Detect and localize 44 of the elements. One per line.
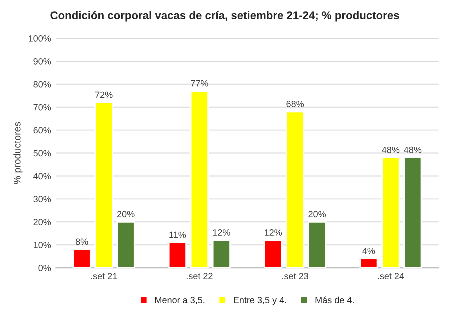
y-tick-label: 0% [38, 265, 52, 272]
y-tick-label: 50% [34, 150, 52, 157]
bar [360, 258, 378, 268]
bar [168, 242, 187, 268]
bar [94, 102, 114, 268]
bar [404, 157, 422, 268]
data-label: 12% [264, 230, 282, 236]
y-tick-label: 30% [34, 196, 52, 203]
y-tick-label: 90% [34, 58, 52, 65]
data-label: 11% [170, 232, 186, 238]
y-tick-label: 40% [34, 173, 52, 180]
data-label: 4% [362, 248, 376, 254]
bar [116, 221, 136, 268]
y-tick-label: 60% [34, 127, 52, 134]
data-label: 12% [213, 230, 230, 236]
bar [382, 157, 400, 268]
y-tick-label: 100% [28, 35, 52, 42]
bar [190, 90, 209, 268]
data-label: 68% [286, 101, 304, 108]
bar [286, 111, 305, 268]
x-tick-label: .set 24 [378, 273, 404, 280]
bar [212, 240, 231, 268]
bar [264, 240, 283, 268]
bar [308, 221, 327, 268]
y-tick-label: 20% [34, 219, 52, 226]
y-axis-title: % productores [14, 122, 23, 184]
x-tick-label: .set 23 [282, 273, 308, 280]
data-label: 8% [76, 238, 88, 246]
legend-label: Más de 4. [316, 296, 354, 304]
x-tick-label: .set 21 [91, 273, 118, 280]
x-tick-label: .set 22 [186, 273, 213, 280]
legend-label: Menor a 3,5. [155, 297, 205, 305]
data-label: 72% [95, 92, 113, 98]
data-label: 20% [117, 211, 135, 218]
data-label: 77% [191, 80, 208, 87]
data-label: 48% [382, 146, 400, 154]
data-label: 48% [404, 146, 422, 154]
bar [72, 248, 92, 268]
y-tick-label: 10% [34, 242, 52, 248]
legend-label: Entre 3,5 y 4. [234, 297, 286, 306]
y-tick-label: 70% [34, 104, 52, 111]
chart-title: Condición corporal vacas de cría, setiembre 21-24; % productores [50, 11, 400, 22]
y-tick-label: 80% [34, 81, 52, 88]
data-label: 20% [308, 211, 326, 218]
